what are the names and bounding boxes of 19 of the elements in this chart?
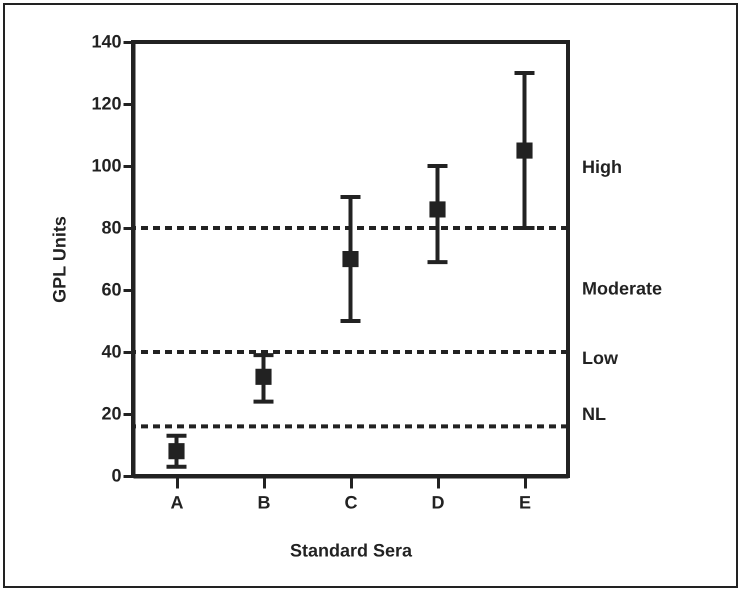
y-axis-title: GPL Units (49, 216, 70, 303)
x-tick-label: E (518, 492, 532, 512)
y-tick-label: 100 (91, 156, 122, 176)
x-tick-label: C (344, 492, 358, 512)
x-tick-label: A (170, 492, 184, 512)
y-tick-label: 60 (101, 280, 122, 300)
x-axis-title: Standard Sera (290, 540, 414, 560)
y-tick-label: 20 (101, 404, 122, 424)
text: High (582, 156, 622, 177)
x-tick-label: B (258, 492, 270, 512)
y-tick-label: 0 (111, 466, 122, 486)
text: NL (582, 404, 606, 424)
y-tick-label: 40 (101, 342, 122, 362)
y-tick-label: 120 (91, 94, 122, 114)
y-tick-label: 140 (91, 32, 122, 52)
x-tick-label: D (432, 492, 444, 512)
y-tick-label: 80 (101, 218, 122, 238)
text: Moderate (582, 278, 662, 298)
text: Low (582, 348, 619, 368)
